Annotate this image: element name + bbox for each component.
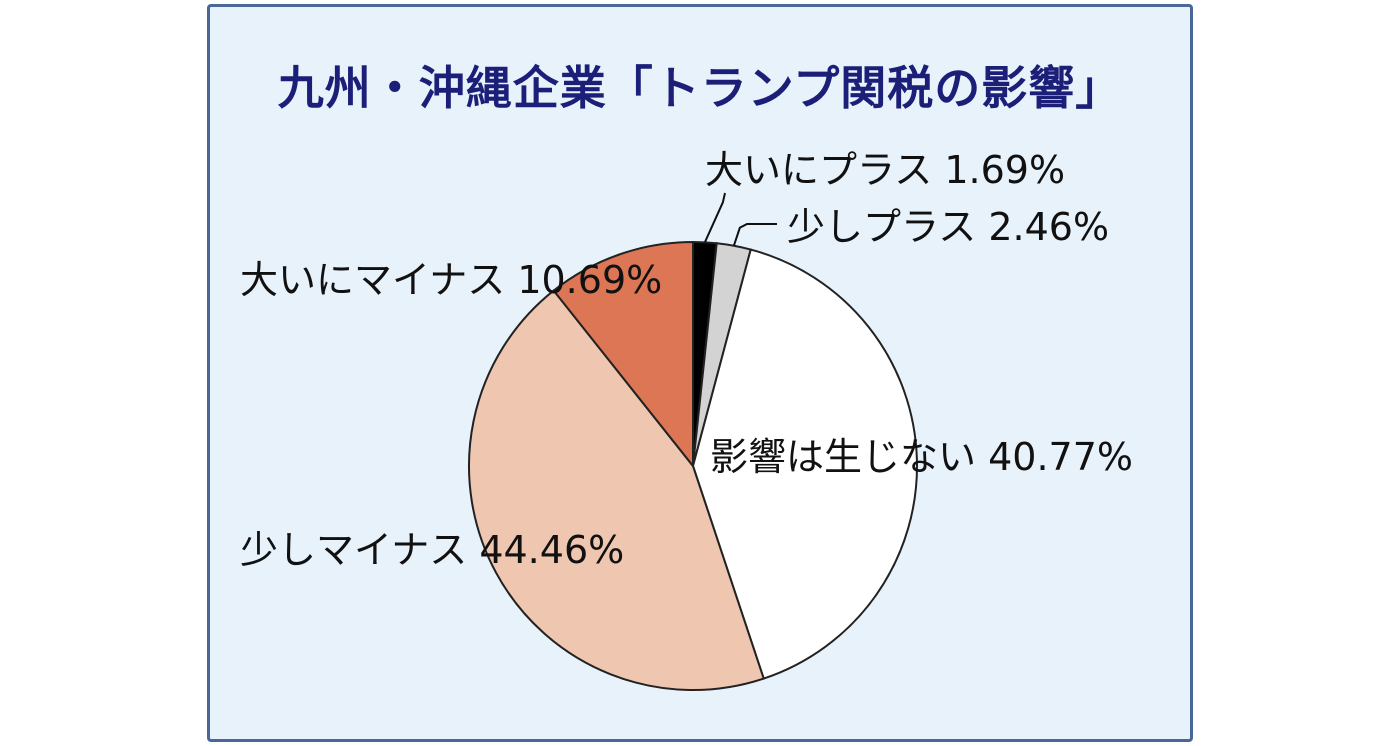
slice-label: 大いにプラス 1.69% [705,148,1065,192]
pie-slice [691,248,918,680]
leader-line [732,223,777,247]
slice-label: 少しプラス 2.46% [787,205,1109,249]
pie-slice [552,240,694,469]
pie-slices [468,240,918,691]
chart-title: 九州・沖縄企業「トランプ関税の影響」 [277,61,1123,115]
slice-value: 2.46% [976,205,1109,249]
slice-category: 大いにプラス [705,148,932,192]
slice-label: 大いにマイナス 10.69% [240,258,662,302]
slice-value: 44.46% [467,528,624,572]
slice-category: 少しプラス [787,205,976,249]
slice-label: 影響は生じない 40.77% [710,435,1133,479]
slice-category: 少しマイナス [240,528,467,572]
leader-lines [703,192,777,247]
slice-value: 1.69% [932,148,1065,192]
leader-line [703,192,726,243]
slice-label: 少しマイナス 44.46% [240,528,624,572]
slice-category: 大いにマイナス [240,258,505,302]
slice-labels: 大いにプラス 1.69% 少しプラス 2.46% 影響は生じない 40.77% 少しマ… [240,148,1133,572]
slice-value: 10.69% [505,258,662,302]
slice-value: 40.77% [976,435,1133,479]
slice-category: 影響は生じない [710,435,976,479]
pie-slice [468,289,765,691]
